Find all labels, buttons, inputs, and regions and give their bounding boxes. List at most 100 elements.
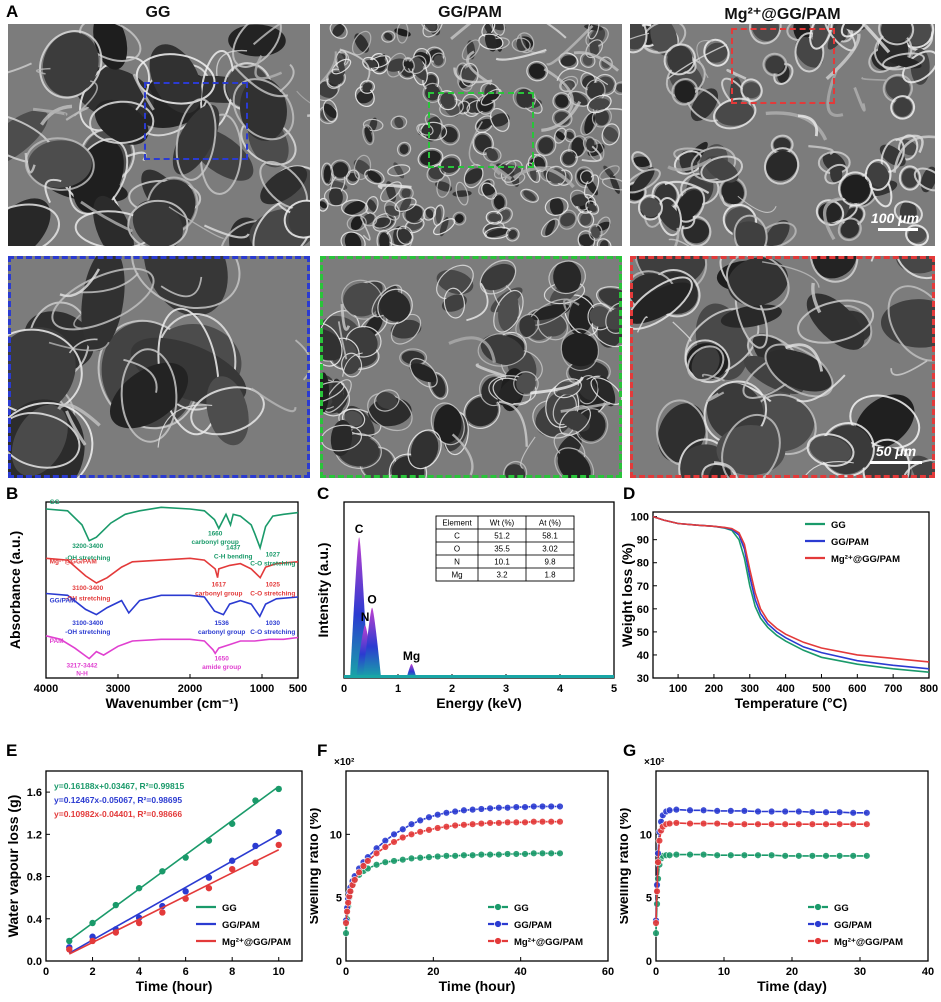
sem-fiber [562,298,580,311]
data-point [835,852,844,860]
sem-ridge [553,127,567,144]
scale-bar-50um-line [870,461,922,464]
sem-pore [423,24,436,31]
data-point [863,852,871,860]
sem-ridge [663,43,696,76]
sem-fiber [160,276,203,298]
sem-pore [206,376,249,446]
y-scale-label: ×10² [644,757,665,768]
sem-fiber [595,108,622,113]
sem-ridge [913,167,935,192]
sem-pore [81,256,125,352]
data-point [547,817,555,826]
sem-fiber [761,261,820,288]
data-point [451,852,459,860]
sem-ridge [346,215,367,232]
sem-pore [390,319,422,339]
data-point [381,858,390,866]
sem-ridge [331,58,352,75]
sem-ridge [726,256,790,311]
sem-ridge [461,39,481,61]
data-point [477,850,486,859]
data-point [849,852,857,860]
panel-label-g: G [623,741,637,760]
data-point [442,852,451,860]
sem-pore [587,203,597,212]
scale-bar-50um-text: 50 μm [875,443,917,459]
ftir-annotation: 1617 [212,581,227,588]
sem-ridge [657,196,683,237]
x-tick-label: 200 [705,683,723,695]
sem-pore [705,156,739,183]
legend-marker [814,937,822,945]
sem-fiber [784,343,824,372]
data-point [808,808,817,816]
sem-ridge [443,287,466,319]
sem-pore [410,431,439,468]
sem-ridge [425,46,445,63]
sem-pore [433,404,462,444]
sem-fiber [24,152,36,174]
sem-pore [343,282,381,317]
sem-ridge [493,289,524,333]
data-point [135,884,143,892]
sem-pore [683,219,710,244]
sem-ridge [520,188,539,203]
sem-pore [441,126,458,143]
sem-ridge [322,99,338,123]
ftir-annotation: PAM [50,638,64,645]
sem-ridge [364,168,385,185]
sem-ridge [127,199,189,246]
sem-pore [582,75,595,88]
sem-pore [516,373,536,394]
data-point [672,819,681,827]
sem-pore [485,31,497,52]
sem-pore [94,99,149,145]
sem-ridge [721,414,781,478]
sem-ridge [432,204,445,227]
legend-label: GG/PAM [222,920,260,931]
sem-pore [465,396,498,427]
sem-ridge [436,264,474,300]
data-point [521,850,529,858]
data-point [822,820,830,828]
sem-image-gg-high-mag [8,256,310,478]
sem-fiber [541,100,582,132]
sem-fiber [216,49,248,76]
sem-pore [425,208,434,219]
sem-pore [464,168,483,184]
x-tick-label: 100 [669,683,687,695]
fit-equation: y=0.16188x+0.03467, R²=0.99815 [54,781,184,791]
sem-ridge [430,402,465,446]
sem-fiber [468,121,484,168]
sem-ridge [478,33,504,50]
sem-pore [440,92,455,108]
ftir-annotation: 3217-3442 [66,662,97,669]
data-point [342,919,350,927]
chart-swelling-day: Time (day) Swelling ratio (%) 0 10 20 30 40 0 5 1… [620,757,934,994]
sem-fiber [36,67,51,75]
ftir-annotation: -OH stretching [65,629,110,636]
sem-pore [582,172,592,182]
sem-pore [591,226,601,239]
legend-marker [814,920,822,928]
sem-fiber [8,62,32,74]
sem-fiber [450,24,472,40]
sem-pore [630,167,655,195]
data-point [795,807,803,816]
data-point [556,817,564,826]
data-point [503,850,512,858]
sem-ridge [481,182,497,200]
eds-table-text: 35.5 [494,545,510,554]
sem-pore [594,109,609,126]
sem-fiber [252,24,282,46]
sem-pore [350,215,363,231]
data-point [699,850,708,859]
data-point [727,807,735,815]
sem-pore [809,436,852,465]
sem-fiber [893,135,935,173]
sem-ridge [402,203,426,225]
sem-ridge [485,210,503,225]
data-point [547,802,555,811]
sem-ridge [558,209,577,230]
